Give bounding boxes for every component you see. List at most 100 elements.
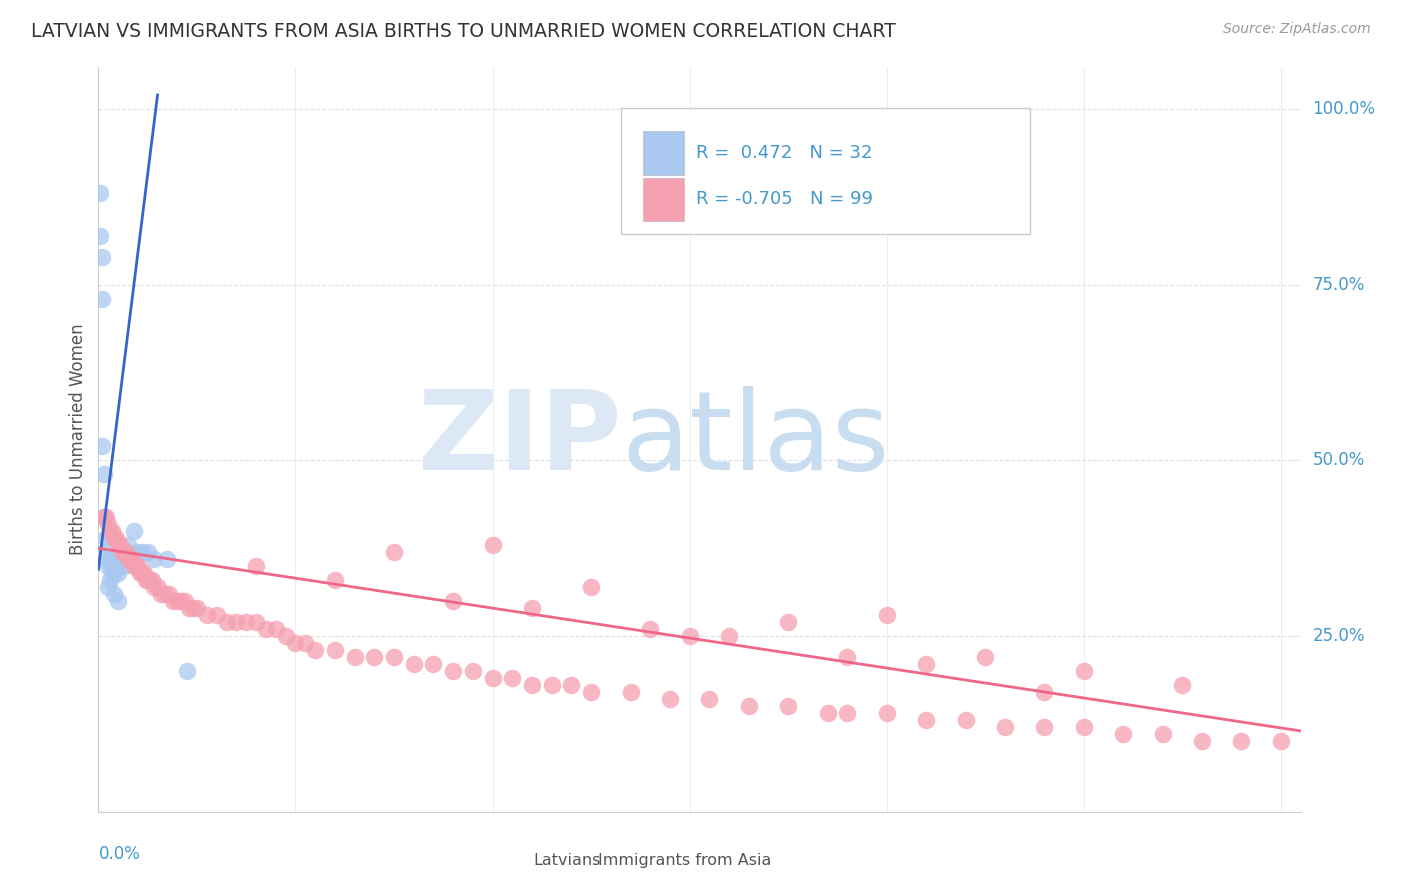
Point	[1152, 727, 1174, 741]
Point	[107, 538, 129, 552]
Point	[118, 551, 141, 566]
Point	[501, 671, 523, 685]
Point	[107, 594, 129, 608]
Y-axis label: Births to Unmarried Women: Births to Unmarried Women	[69, 324, 87, 555]
Point	[441, 594, 464, 608]
Point	[304, 643, 326, 657]
Point	[215, 615, 238, 629]
Point	[96, 509, 118, 524]
Point	[678, 629, 700, 643]
Point	[181, 601, 204, 615]
Point	[98, 524, 121, 538]
Point	[142, 580, 165, 594]
Point	[98, 551, 121, 566]
Point	[481, 538, 503, 552]
Point	[177, 601, 200, 615]
Point	[560, 678, 582, 692]
FancyBboxPatch shape	[605, 845, 633, 876]
Point	[837, 706, 859, 721]
Point	[93, 467, 115, 482]
Point	[245, 615, 267, 629]
FancyBboxPatch shape	[775, 845, 804, 876]
Point	[235, 615, 257, 629]
Point	[245, 558, 267, 573]
Point	[136, 545, 159, 559]
Point	[186, 601, 208, 615]
Point	[284, 636, 307, 650]
Text: 25.0%: 25.0%	[1313, 627, 1365, 645]
Point	[96, 531, 118, 545]
Point	[89, 228, 111, 243]
Point	[225, 615, 247, 629]
Point	[323, 643, 346, 657]
Text: R =  0.472   N = 32: R = 0.472 N = 32	[696, 144, 872, 161]
Point	[876, 706, 898, 721]
Point	[402, 657, 425, 672]
Point	[111, 551, 134, 566]
Point	[101, 524, 124, 538]
Point	[132, 566, 155, 580]
Point	[520, 678, 543, 692]
Text: 75.0%: 75.0%	[1313, 276, 1365, 293]
Point	[274, 629, 297, 643]
Point	[323, 573, 346, 587]
Point	[122, 524, 145, 538]
Text: Latvians: Latvians	[533, 853, 600, 868]
Point	[131, 566, 153, 580]
Point	[441, 664, 464, 678]
Point	[915, 657, 938, 672]
Point	[146, 580, 169, 594]
Point	[155, 587, 177, 601]
Point	[718, 629, 741, 643]
Point	[97, 580, 120, 594]
Point	[1191, 734, 1213, 748]
Point	[135, 573, 157, 587]
Point	[778, 615, 800, 629]
Point	[915, 714, 938, 728]
Text: Source: ZipAtlas.com: Source: ZipAtlas.com	[1223, 22, 1371, 37]
Point	[1112, 727, 1135, 741]
FancyBboxPatch shape	[621, 108, 1031, 235]
Point	[170, 594, 193, 608]
Point	[162, 594, 184, 608]
Point	[89, 186, 111, 201]
Point	[112, 545, 135, 559]
Point	[955, 714, 977, 728]
Point	[461, 664, 484, 678]
Point	[382, 545, 405, 559]
Text: 0.0%: 0.0%	[98, 846, 141, 863]
Point	[107, 551, 129, 566]
Point	[294, 636, 316, 650]
Point	[1171, 678, 1194, 692]
Point	[121, 551, 143, 566]
Point	[343, 650, 366, 665]
Point	[108, 538, 131, 552]
Point	[103, 531, 125, 545]
Point	[658, 692, 681, 706]
Point	[166, 594, 188, 608]
Point	[579, 685, 602, 699]
Point	[127, 545, 149, 559]
Point	[619, 685, 641, 699]
Point	[93, 509, 115, 524]
Point	[422, 657, 444, 672]
Point	[138, 573, 160, 587]
Point	[157, 587, 180, 601]
Text: 50.0%: 50.0%	[1313, 451, 1365, 469]
Point	[136, 573, 159, 587]
Point	[96, 551, 118, 566]
Point	[91, 439, 114, 453]
Point	[97, 516, 120, 531]
Point	[176, 664, 198, 678]
Point	[117, 551, 139, 566]
Point	[128, 566, 150, 580]
Point	[579, 580, 602, 594]
Point	[97, 558, 120, 573]
Text: LATVIAN VS IMMIGRANTS FROM ASIA BIRTHS TO UNMARRIED WOMEN CORRELATION CHART: LATVIAN VS IMMIGRANTS FROM ASIA BIRTHS T…	[31, 22, 896, 41]
Point	[91, 250, 114, 264]
Point	[101, 566, 124, 580]
FancyBboxPatch shape	[643, 130, 683, 175]
Point	[520, 601, 543, 615]
Point	[837, 650, 859, 665]
Point	[382, 650, 405, 665]
